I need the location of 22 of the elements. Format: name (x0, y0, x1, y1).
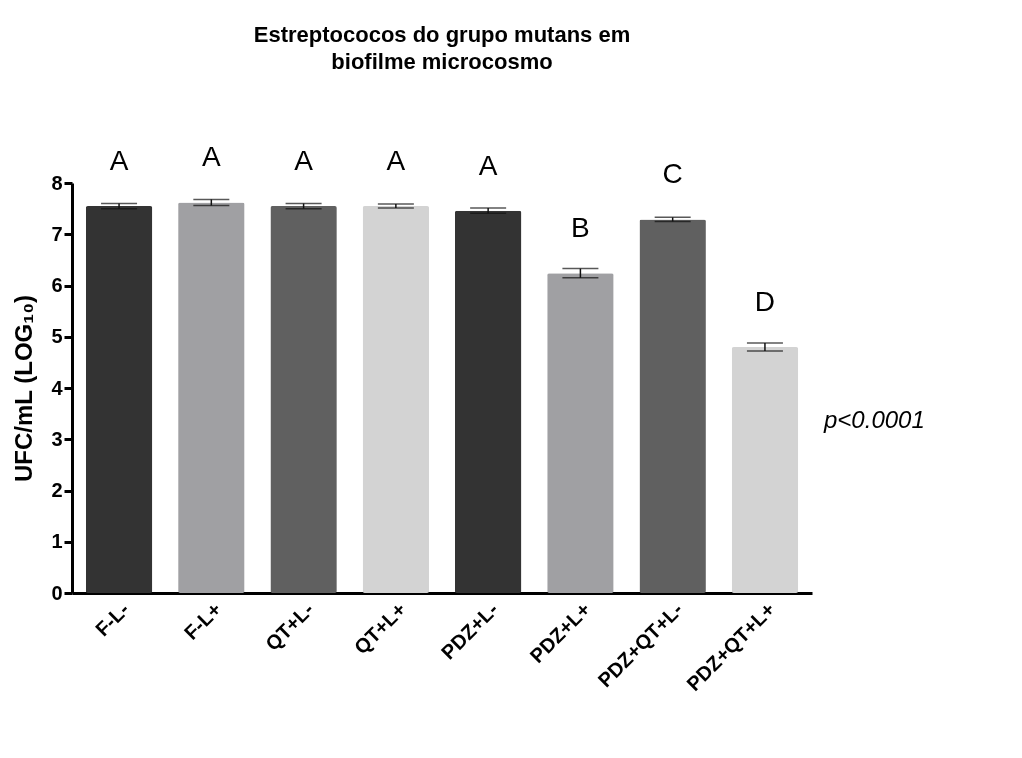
y-tick-label: 6 (51, 274, 63, 296)
annotation: A (478, 149, 498, 181)
x-tick-label: F-L- (90, 598, 134, 641)
x-tick-label: F-L+ (179, 598, 226, 644)
y-tick-label: 8 (51, 171, 63, 194)
annotation: A (386, 145, 406, 177)
annotation: B (571, 212, 590, 244)
annotation: A (109, 145, 129, 177)
y-tick-label: 2 (51, 479, 63, 501)
y-tick-label: 3 (51, 427, 63, 450)
y-tick-label: 5 (51, 325, 63, 348)
text: p<0.0001 (823, 405, 925, 433)
y-tick-label: 7 (51, 222, 63, 245)
y-tick-label: 1 (51, 530, 63, 553)
chart-title: Estreptococos do grupo mutans em biofilme microcosmo (253, 22, 631, 75)
annotation: D (754, 286, 776, 317)
annotation: A (294, 145, 314, 177)
y-tick-label: 4 (51, 376, 64, 399)
y-axis-title: UFC/mL (LOG₁₀) (10, 295, 38, 482)
annotation: C (662, 158, 683, 190)
annotation: A (201, 141, 221, 173)
y-tick-label: 0 (51, 581, 63, 604)
